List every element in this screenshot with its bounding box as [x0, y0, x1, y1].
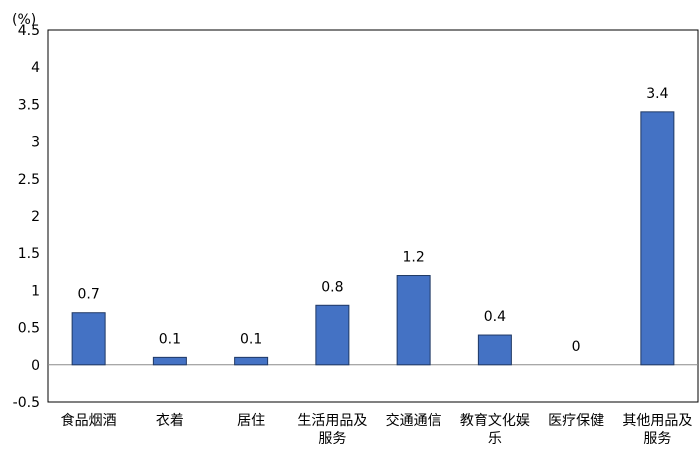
y-tick-label: -0.5 [13, 395, 40, 411]
category-label-line: 交通通信 [386, 412, 442, 429]
category-label: 生活用品及服务 [297, 413, 367, 447]
y-tick-label: 3 [31, 135, 40, 151]
data-label: 0.1 [240, 331, 262, 347]
category-label-line: 服务 [318, 431, 346, 447]
category-label-line: 医疗保健 [548, 413, 604, 429]
value-labels: 0.7 0.1 0.1 0.8 1.2 0.4 0 3.4 [77, 86, 668, 355]
bar [71, 312, 106, 366]
data-label: 1.2 [402, 250, 424, 266]
category-label: 食品烟酒 [61, 412, 117, 429]
plot-area-frame [47, 29, 699, 403]
category-label-line: 服务 [643, 431, 671, 447]
y-tick-label: 3.5 [18, 97, 40, 113]
bar [477, 334, 512, 366]
bar [234, 356, 269, 366]
data-label: 0.7 [77, 287, 99, 303]
category-label-line: 其他用品及 [622, 413, 692, 429]
category-label-line: 教育文化娱 [460, 413, 530, 429]
bar [640, 111, 675, 366]
data-label: 3.4 [646, 86, 668, 102]
data-label: 0.4 [484, 309, 506, 325]
y-tick-label: 0.5 [18, 321, 40, 337]
category-label-line: 衣着 [156, 413, 184, 429]
data-label: 0.1 [159, 331, 181, 347]
category-label: 其他用品及服务 [622, 413, 692, 447]
category-label-line: 生活用品及 [297, 413, 367, 429]
category-label: 衣着 [156, 413, 184, 429]
y-tick-label: 1 [31, 283, 40, 299]
y-tick-label: 0 [31, 358, 40, 374]
y-tick-label: 1.5 [18, 246, 40, 262]
y-unit-label: (%) [12, 12, 36, 28]
category-label: 居住 [237, 413, 265, 429]
y-tick-label: 4 [31, 60, 40, 76]
category-label-line: 食品烟酒 [61, 412, 117, 429]
category-label: 医疗保健 [548, 413, 604, 429]
y-tick-label: 2 [31, 209, 40, 225]
category-labels: 食品烟酒 衣着 居住 生活用品及服务 交通通信 教育文化娱乐 医疗保健 其他用品及服务 [61, 412, 693, 447]
y-tick-label: 2.5 [18, 172, 40, 188]
bar [152, 356, 187, 366]
bar [396, 275, 431, 366]
category-label-line: 居住 [237, 413, 265, 429]
y-axis-ticks: -0.5 0 0.5 1 1.5 2 2.5 3 3.5 4 4.5 [13, 23, 40, 411]
data-label: 0 [572, 339, 581, 355]
bars [71, 111, 675, 366]
data-label: 0.8 [321, 279, 343, 295]
category-label: 教育文化娱乐 [460, 413, 530, 447]
y-tick-label: 4.5 [18, 23, 40, 39]
category-label: 交通通信 [386, 412, 442, 429]
bar [315, 304, 350, 366]
category-label-line: 乐 [488, 431, 502, 447]
